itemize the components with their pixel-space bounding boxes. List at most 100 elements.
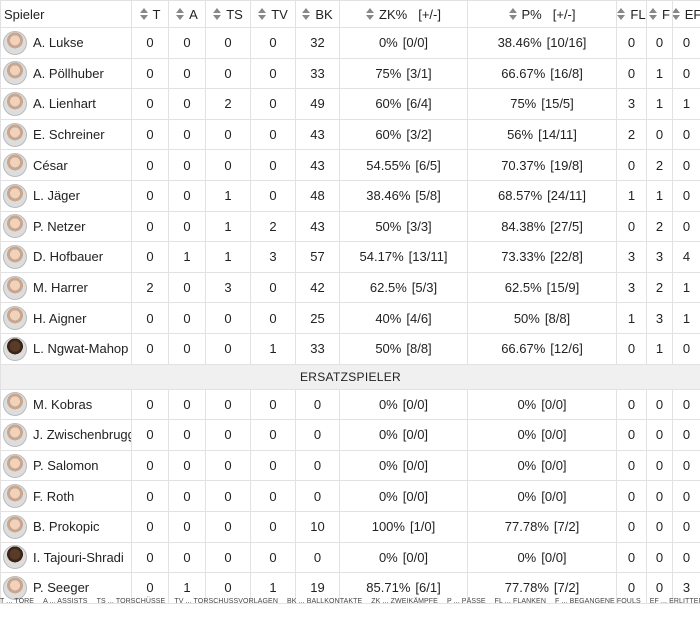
table-row[interactable]: César 0 0 0 0 43 54.55% [6/5] 70.37% [19/8] 0 2 0: [0, 149, 700, 181]
legend-item: F ... BEGANGENE FOULS: [554, 598, 641, 605]
player-name[interactable]: D. Hofbauer: [33, 249, 104, 265]
table-row[interactable]: A. Pöllhuber 0 0 0 0 33 75% [3/1] 66.67% [16/8] 0 1…: [0, 57, 700, 90]
player-name[interactable]: A. Lukse: [33, 35, 84, 51]
player-name[interactable]: L. Ngwat-Mahop: [33, 341, 129, 357]
stat-tv: 0: [250, 510, 296, 543]
player-name[interactable]: J. Zwischenbrugger: [33, 427, 131, 443]
player-name[interactable]: H. Aigner: [33, 310, 87, 326]
player-avatar: [3, 30, 27, 55]
player-name[interactable]: E. Schreiner: [33, 127, 105, 143]
player-name[interactable]: M. Kobras: [33, 396, 93, 412]
stat-f: 1: [646, 88, 673, 120]
col-header-fl[interactable]: FL: [616, 0, 647, 28]
stat-zk-ratio: [0/0]: [402, 35, 429, 51]
stat-bk: 19: [295, 572, 340, 604]
col-header-spieler[interactable]: Spieler: [0, 0, 132, 28]
stat-fl: 0: [616, 388, 647, 421]
player-name[interactable]: César: [33, 157, 68, 173]
stat-p: 62.5% [15/9]: [467, 271, 617, 304]
table-row[interactable]: A. Lukse 0 0 0 0 32 0% [0/0] 38.46% [10/16] 0 0 0: [0, 27, 700, 59]
table-row[interactable]: M. Harrer 2 0 3 0 42 62.5% [5/3] 62.5% [15/9] 3 2 1: [0, 271, 700, 304]
player-name[interactable]: F. Roth: [33, 488, 75, 504]
player-name[interactable]: B. Prokopic: [33, 519, 100, 535]
table-row[interactable]: I. Tajouri-Shradi 0 0 0 0 0 0% [0/0] 0% [0/0] 0 0 0: [0, 541, 700, 574]
player-name[interactable]: P. Netzer: [33, 218, 86, 234]
col-header-t[interactable]: T: [131, 0, 169, 28]
stat-p-ratio: [15/9]: [546, 280, 580, 296]
table-row[interactable]: J. Zwischenbrugger000000%[0/0]0%[0/0]000: [0, 419, 700, 451]
stat-ts: 0: [205, 449, 251, 482]
stat-zk-ratio: [6/5]: [415, 157, 441, 173]
stat-a: 0: [168, 149, 206, 181]
stat-t: 0: [131, 332, 169, 365]
stat-ts: 0: [205, 510, 251, 543]
table-row[interactable]: L. Jäger 0 0 1 0 48 38.46% [5/8] 68.57% [24/11] 1 1…: [0, 179, 700, 212]
stat-a: 0: [168, 210, 206, 243]
table-row[interactable]: D. Hofbauer 0 1 1 3 57 54.17% [13/11] 73.33% [22/…: [0, 241, 700, 273]
player-name[interactable]: L. Jäger: [33, 188, 80, 204]
sort-icon: [366, 8, 375, 20]
stat-zk-pct: 50%: [375, 218, 402, 234]
stat-zk-ratio: [3/1]: [406, 65, 432, 81]
col-header-ef[interactable]: EF: [672, 0, 700, 28]
stat-p: 66.67% [12/6]: [467, 332, 617, 365]
player-name[interactable]: P. Salomon: [33, 458, 99, 474]
legend-item: P ... PÄSSE: [446, 598, 486, 605]
player-name[interactable]: M. Harrer: [33, 280, 88, 296]
stat-fl: 2: [616, 118, 647, 151]
table-row[interactable]: H. Aigner 0 0 0 0 25 40% [4/6] 50% [8/8] 1 3 1: [0, 302, 700, 334]
table-row[interactable]: P. Salomon 0 0 0 0 0 0% [0/0] 0% [0/0] 0 0 0: [0, 449, 700, 482]
stat-zk: 0% [0/0]: [339, 541, 468, 574]
player-name[interactable]: A. Lienhart: [33, 96, 96, 112]
stat-zk-pct: 62.5%: [369, 280, 407, 296]
player-cell: B. Prokopic: [0, 510, 132, 543]
section-label: ERSATZSPIELER: [0, 363, 700, 390]
player-name[interactable]: P. Seeger: [33, 580, 90, 596]
stat-zk-pct: 40%: [375, 310, 402, 326]
stat-p-pct: 77.78%: [504, 580, 549, 596]
stat-fl: 0: [616, 572, 647, 604]
stat-p: 0% [0/0]: [467, 541, 617, 574]
col-header-tv[interactable]: TV: [250, 0, 296, 28]
stat-zk: 50% [8/8]: [339, 332, 468, 365]
stat-fl: 3: [616, 88, 647, 120]
col-header-ts[interactable]: TS: [205, 0, 251, 28]
table-row[interactable]: B. Prokopic 0 0 0 0 10 100% [1/0] 77.78% [7/2] 0 0 0: [0, 510, 700, 543]
col-header-zk[interactable]: ZK% [+/-]: [339, 0, 468, 28]
stat-tv: 0: [250, 57, 296, 90]
stat-bk: 0: [295, 449, 340, 482]
stat-p-ratio: [7/2]: [553, 580, 580, 596]
player-name[interactable]: I. Tajouri-Shradi: [33, 549, 124, 565]
col-header-sublabel: [+/-]: [552, 6, 576, 22]
stat-zk-ratio: [5/3]: [411, 280, 438, 296]
stat-p-pct: 0%: [517, 458, 537, 474]
stat-t: 0: [131, 241, 169, 273]
col-header-label: P%: [521, 6, 542, 22]
table-row[interactable]: P. Netzer 0 0 1 2 43 50% [3/3] 84.38% [27/5] 0 2 0: [0, 210, 700, 243]
player-avatar: [3, 214, 27, 239]
table-row[interactable]: A. Lienhart 0 0 2 0 49 60% [6/4] 75% [15/5] 3 1 1: [0, 88, 700, 120]
col-header-f[interactable]: F: [646, 0, 673, 28]
stat-zk-ratio: [3/3]: [406, 218, 432, 234]
table-row[interactable]: P. Seeger 0 1 0 1 19 85.71% [6/1] 77.78% [7/2] 0 0 3: [0, 572, 700, 604]
stat-ef: 0: [672, 541, 700, 574]
player-avatar: [3, 122, 27, 147]
stat-tv: 0: [250, 480, 296, 512]
stat-f: 0: [646, 118, 673, 151]
stat-ts: 1: [205, 241, 251, 273]
stat-p: 50% [8/8]: [467, 302, 617, 334]
table-row[interactable]: F. Roth 0 0 0 0 0 0% [0/0] 0% [0/0] 0 0 0: [0, 480, 700, 512]
player-name[interactable]: A. Pöllhuber: [33, 65, 104, 81]
table-row[interactable]: L. Ngwat-Mahop 0 0 0 1 33 50% [8/8] 66.67% [12/6]…: [0, 332, 700, 365]
player-avatar: [3, 91, 27, 116]
stat-a: 0: [168, 57, 206, 90]
table-row[interactable]: M. Kobras 0 0 0 0 0 0% [0/0] 0% [0/0] 0 0 0: [0, 388, 700, 421]
col-header-a[interactable]: A: [168, 0, 206, 28]
stat-p-pct: 38.46%: [497, 35, 542, 51]
col-header-p[interactable]: P% [+/-]: [467, 0, 617, 28]
table-row[interactable]: E. Schreiner 0 0 0 0 43 60% [3/2] 56% [14/11] 2 0 0: [0, 118, 700, 151]
player-cell: I. Tajouri-Shradi: [0, 541, 132, 574]
col-header-bk[interactable]: BK: [295, 0, 340, 28]
stat-tv: 0: [250, 541, 296, 574]
stat-p-ratio: [14/11]: [538, 127, 577, 143]
